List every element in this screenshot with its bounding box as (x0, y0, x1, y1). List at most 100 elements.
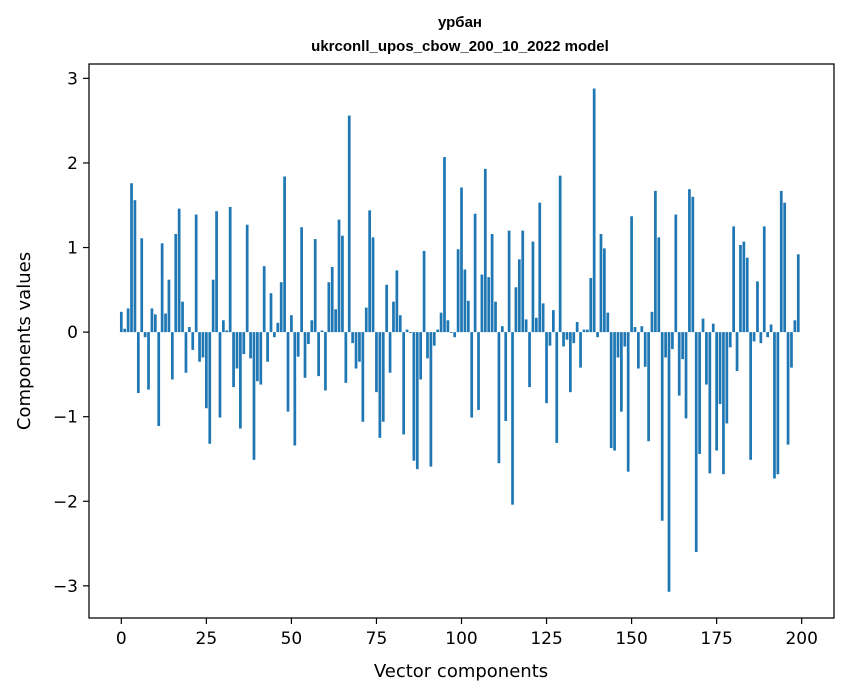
bar (337, 219, 341, 333)
bar (327, 282, 331, 333)
bar (276, 322, 280, 333)
bar (671, 332, 674, 350)
bar (375, 332, 378, 393)
bar (698, 332, 701, 454)
bar (657, 237, 661, 333)
bar (589, 277, 593, 333)
bar (722, 332, 725, 475)
bar (453, 332, 457, 338)
bar (153, 314, 157, 333)
bar (296, 332, 300, 357)
x-tick-label: 175 (700, 629, 732, 649)
bar (497, 332, 501, 464)
bar (660, 332, 664, 521)
bar (786, 332, 790, 445)
bar (718, 332, 722, 405)
x-tick-label: 75 (366, 629, 388, 649)
bar (773, 332, 776, 479)
bar (266, 332, 269, 362)
bar (432, 332, 436, 346)
bar (205, 332, 208, 409)
bar (779, 190, 783, 333)
chart-subtitle: ukrconll_upos_cbow_200_10_2022 model (311, 38, 609, 55)
bar (449, 332, 453, 333)
bar (279, 282, 283, 333)
bar (119, 311, 123, 333)
bar (569, 332, 572, 393)
bar (290, 315, 293, 333)
bar (623, 332, 627, 347)
bar (143, 332, 147, 338)
bar (364, 307, 368, 333)
bar (701, 318, 705, 333)
bar (620, 332, 623, 412)
bar (555, 332, 559, 443)
bar (599, 234, 603, 333)
bar (181, 301, 184, 333)
x-tick-label: 100 (445, 629, 477, 649)
bar (548, 332, 552, 346)
bar (334, 309, 337, 333)
bar (609, 332, 613, 448)
bar (762, 226, 766, 333)
bar (745, 257, 749, 333)
bar (480, 274, 484, 333)
bar (654, 190, 657, 333)
bar (245, 224, 249, 333)
bar (677, 332, 681, 396)
bar (572, 332, 576, 344)
y-tick-label: −3 (53, 577, 78, 597)
bar (320, 330, 324, 333)
bar (790, 332, 793, 368)
bar (167, 279, 171, 333)
bar (575, 321, 579, 333)
bar (211, 279, 215, 333)
bar (157, 332, 161, 426)
bar (130, 183, 133, 333)
bar (674, 214, 678, 333)
bar (429, 332, 433, 467)
bar (562, 332, 565, 347)
bar (477, 332, 480, 410)
bar (446, 320, 450, 333)
bar (361, 332, 365, 422)
bar (705, 332, 708, 385)
bar (667, 332, 671, 592)
bar (344, 332, 348, 383)
bar (752, 332, 756, 342)
bar (283, 176, 286, 333)
bar (616, 332, 620, 358)
bar (174, 234, 178, 333)
x-tick-label: 50 (281, 629, 303, 649)
bar (215, 211, 218, 333)
bar (521, 230, 525, 333)
bar (419, 332, 423, 380)
bar (466, 300, 470, 333)
bar (307, 332, 310, 344)
bar (742, 241, 746, 333)
bar (766, 332, 770, 338)
bar (422, 250, 426, 333)
bar (643, 332, 647, 367)
bar (473, 213, 477, 333)
bar (426, 332, 429, 359)
y-tick-label: 3 (67, 69, 78, 89)
bar (201, 332, 205, 358)
y-axis-ticks: −3 −2 −1 0 1 2 3 (53, 69, 89, 597)
bar (684, 332, 688, 419)
bar (177, 208, 181, 333)
bar (534, 317, 538, 333)
bar (252, 332, 256, 460)
bar (385, 284, 389, 333)
bar (732, 226, 736, 333)
x-axis-label: Vector components (374, 661, 548, 682)
y-axis-label: Components values (14, 252, 35, 430)
bar (460, 187, 463, 333)
bar (739, 245, 742, 333)
bar (630, 216, 633, 333)
bar (317, 332, 320, 377)
y-tick-label: 2 (67, 154, 78, 174)
bar (436, 329, 440, 333)
chart-title: урбан (438, 14, 482, 31)
bar (565, 332, 569, 340)
